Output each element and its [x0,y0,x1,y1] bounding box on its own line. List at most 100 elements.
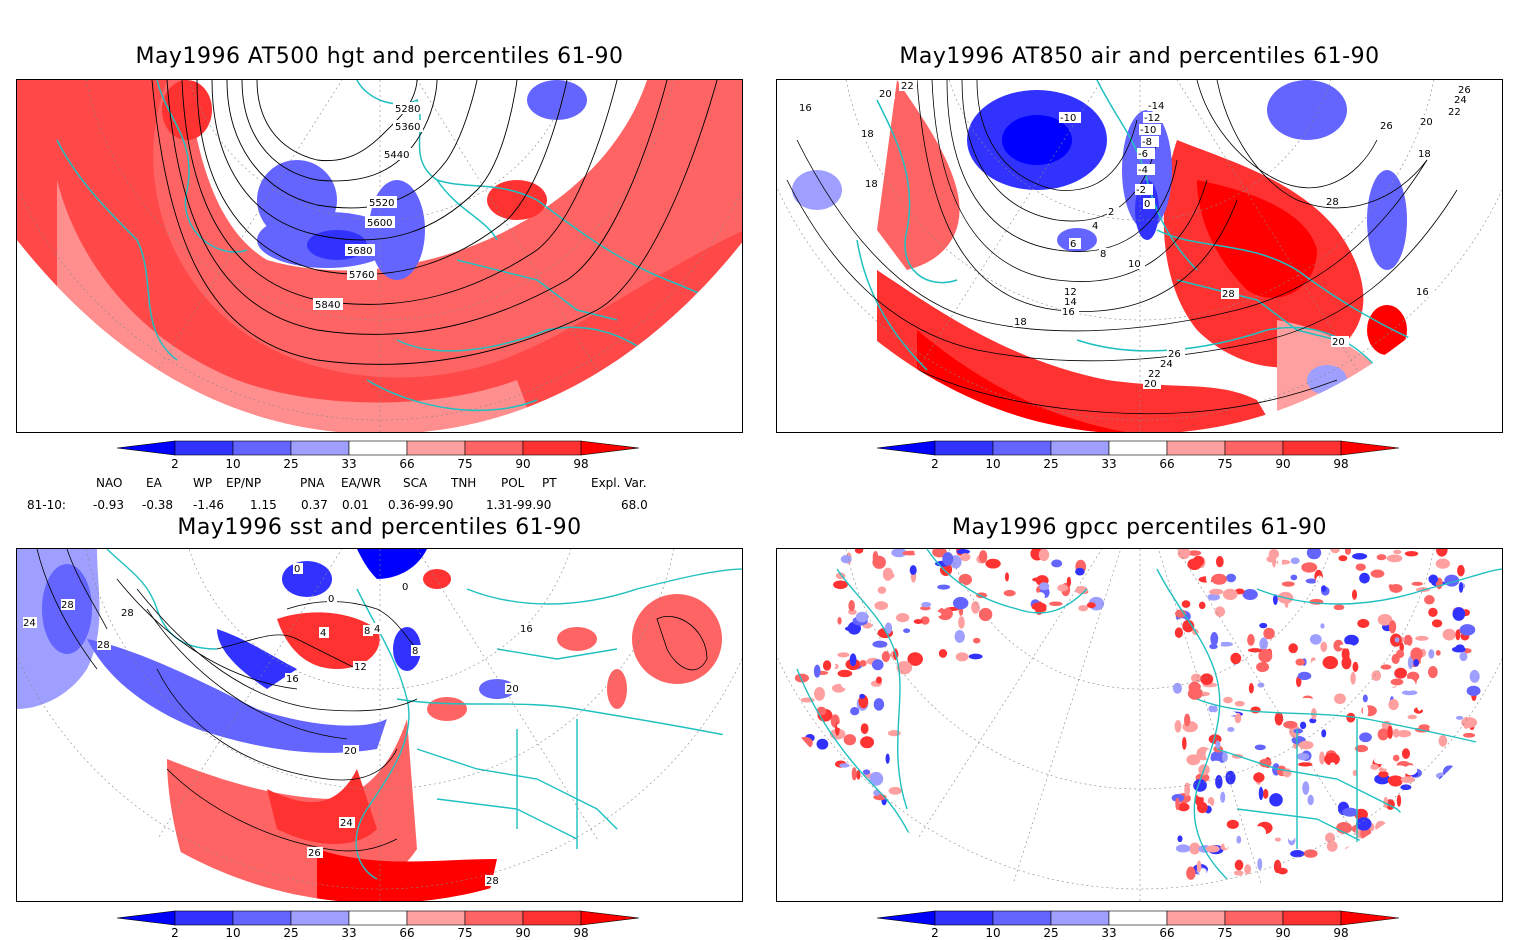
precip-speckle [1189,842,1201,855]
precip-speckle [1234,700,1245,707]
contour-label: 12 [354,662,367,673]
contour-label: 6 [1070,239,1076,250]
precip-speckle [978,607,993,622]
precip-speckle [1362,704,1369,719]
precip-speckle [1403,634,1413,647]
precip-speckle [1376,554,1387,561]
precip-speckle [1396,794,1402,807]
precip-speckle [1458,582,1464,593]
contour-label: 14 [1064,297,1077,308]
colorbar-swatch [290,910,350,926]
precip-speckle [952,596,969,610]
contour-label: 20 [344,746,357,757]
colorbar-swatch [1224,440,1284,456]
contour-label: 5440 [384,150,409,161]
precip-speckle [1283,720,1298,729]
precip-speckle [968,653,983,660]
precip-speckle [1417,559,1430,564]
index-header: WP [193,476,213,490]
precip-speckle [1457,564,1465,577]
precip-speckle [1428,649,1435,659]
colorbar-swatch [1340,440,1400,456]
precip-speckle [1223,711,1237,716]
precip-speckle [877,576,885,587]
air850-contour-labels: 22 20 16 18 18 -14 -12 -10 -10 -8 -6 -4 … [797,80,1475,390]
precip-speckle [1290,574,1298,581]
index-header: PNA [300,476,325,490]
precip-speckle [1181,600,1191,608]
precip-speckle [1435,558,1451,569]
colorbar-swatch [934,910,994,926]
precip-speckle [1057,584,1069,592]
contour-label: 4 [320,628,326,639]
precip-speckle [1196,801,1208,814]
colorbar-swatch [1050,440,1110,456]
precip-speckle [1344,634,1359,646]
precip-speckle [837,669,853,678]
precip-speckle [1394,667,1407,679]
precip-speckle [850,707,860,716]
contour-label: 16 [520,624,533,635]
colorbar-swatch [1108,910,1168,926]
precip-speckle [1428,574,1439,584]
precip-speckle [885,753,890,764]
precip-speckle [870,822,882,835]
precip-speckle [1400,776,1415,783]
precip-speckle [800,820,815,831]
precip-speckle [1338,863,1353,873]
precip-speckle [1333,604,1345,611]
precip-speckle [985,558,1001,569]
contour-label: 8 [364,626,370,637]
contour-label: 18 [1418,149,1431,160]
cb-tick: 98 [573,926,589,940]
precip-speckle [1405,815,1415,830]
precip-speckle [902,550,918,556]
contour-label: 20 [1420,117,1433,128]
precip-speckle [1215,740,1221,749]
cb-tick: 2 [171,926,179,940]
precip-speckle [1032,577,1045,582]
contour-label: 24 [23,618,36,629]
contour-label: 4 [1092,221,1098,232]
precip-speckle [1353,871,1367,884]
precip-speckle [1290,850,1305,858]
colorbar-labels-4: 2 10 25 33 66 75 90 98 [875,926,1405,940]
precip-speckle [859,659,867,667]
contour-label: 5760 [349,270,374,281]
index-value: 1.31-99.90 [486,498,552,512]
precip-speckle [1380,664,1392,670]
precip-speckle [1209,588,1224,595]
contour-label: 22 [1448,107,1461,118]
colorbar-swatches [876,910,1400,926]
precip-speckle [946,622,961,628]
precip-speckle [813,664,821,678]
cb-tick: 25 [1043,457,1059,471]
precip-speckle [1327,873,1335,882]
precip-speckle [877,586,887,594]
precip-speckle [840,555,852,564]
precip-speckle [1199,868,1207,879]
precip-speckle [1341,677,1346,691]
precip-speckle [1233,870,1244,876]
precip-speckle [822,660,832,671]
precip-speckle [1427,666,1438,679]
colorbar-swatch [116,440,176,456]
precip-speckle [1210,760,1222,769]
precip-speckle [809,769,824,780]
precip-speckle [1354,744,1369,753]
precip-speckle [1428,607,1438,618]
precip-speckle [848,600,855,612]
index-header: EP/NP [226,476,262,490]
precip-speckle [1187,550,1202,556]
precip-speckle [796,771,809,780]
cb-tick: 66 [1159,926,1175,940]
precip-speckle [1223,696,1233,704]
precip-speckle [1318,846,1323,858]
precip-speckle [1226,561,1239,571]
precip-speckle [872,640,888,648]
precip-speckle [1049,601,1063,607]
precip-speckle [812,811,827,819]
precip-speckle [1401,690,1418,696]
precip-speckle [882,567,894,581]
precip-speckle [1385,650,1391,660]
